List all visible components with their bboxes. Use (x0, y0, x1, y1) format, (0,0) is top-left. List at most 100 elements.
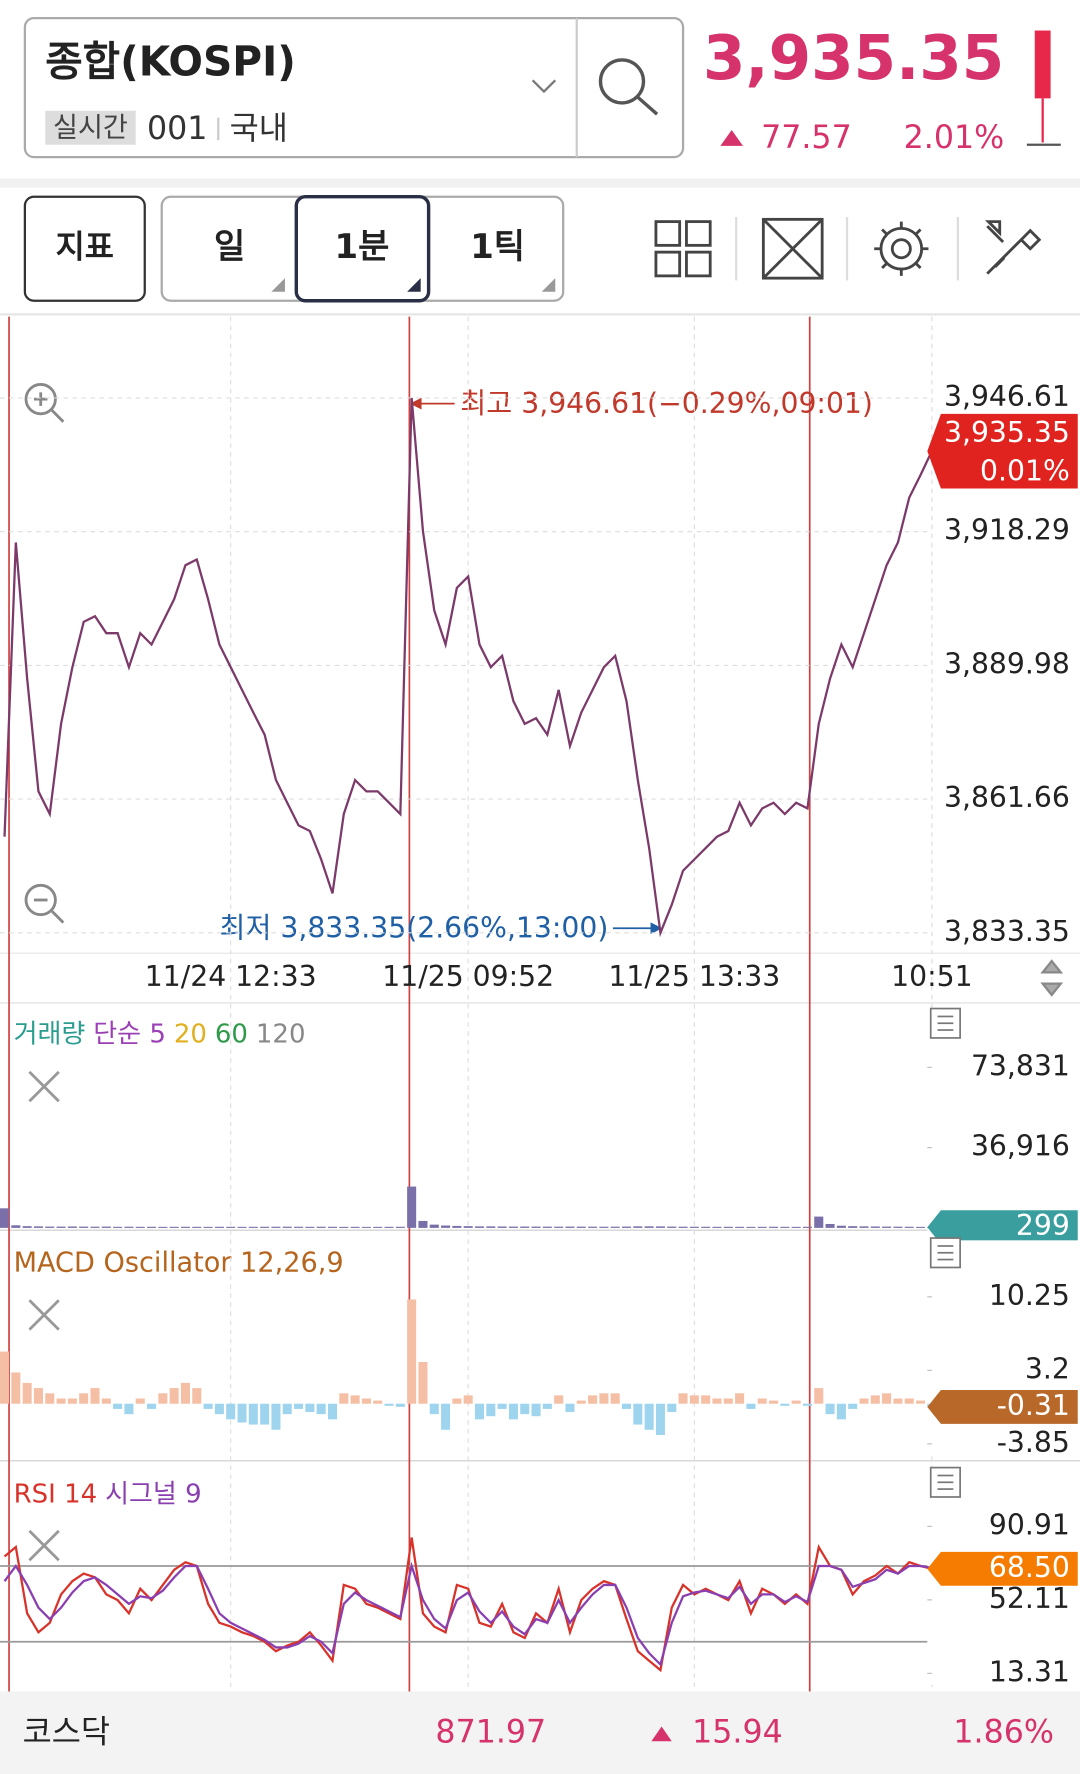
bar (113, 1403, 123, 1409)
bar (520, 1403, 530, 1415)
period-selected[interactable] (294, 195, 431, 303)
bar (11, 1372, 21, 1404)
bar (904, 1398, 914, 1404)
bar (192, 1388, 202, 1404)
macd-title: MACD Oscillator 12,26,9 (14, 1248, 344, 1279)
bar (373, 1400, 383, 1404)
x-tick-label: 10:51 (891, 960, 972, 993)
bar (260, 1403, 270, 1425)
bar (282, 1403, 292, 1415)
bar (192, 1226, 202, 1228)
zoom-in[interactable] (24, 383, 65, 423)
y-tick-label: 3,889.98 (944, 647, 1070, 680)
bar (79, 1393, 89, 1404)
price: 3,935.35 (703, 23, 1004, 94)
mini-candle (1026, 30, 1061, 146)
y-tick-label: 36,916 (971, 1130, 1070, 1163)
bar (848, 1403, 858, 1409)
bar (667, 1403, 677, 1413)
indicator-label[interactable]: 지표 (56, 230, 114, 266)
fullscreen-icon[interactable] (761, 217, 824, 280)
bar (780, 1403, 790, 1406)
up-arrow (720, 130, 743, 146)
dropdown-icon[interactable] (531, 79, 557, 94)
bar (327, 1403, 338, 1420)
footer-name: 코스닥 (23, 1714, 110, 1750)
zoom-out[interactable] (24, 883, 65, 924)
market: 국내 (230, 111, 288, 147)
search-icon[interactable] (598, 58, 659, 116)
bar (407, 1299, 417, 1404)
bar (316, 1403, 326, 1415)
bar (452, 1398, 462, 1404)
bar (441, 1403, 451, 1430)
menu-icon[interactable] (929, 1007, 961, 1039)
settings-icon[interactable] (874, 221, 929, 276)
bar (214, 1403, 224, 1415)
bar (305, 1403, 315, 1413)
bar (825, 1403, 835, 1415)
legend-entry: 60 (215, 1019, 248, 1049)
separator (0, 178, 1080, 188)
bar (565, 1403, 575, 1413)
bar (237, 1226, 247, 1228)
close-icon[interactable] (28, 1299, 60, 1331)
change-pct: 2.01% (904, 120, 1005, 156)
bar (395, 1403, 405, 1407)
bar (56, 1226, 66, 1228)
menu-icon[interactable] (929, 1466, 961, 1498)
bar (294, 1403, 304, 1409)
bar (633, 1226, 643, 1228)
layout-icon[interactable] (654, 220, 712, 278)
period-button[interactable]: 1틱 (470, 227, 525, 266)
bar (361, 1226, 371, 1228)
footer-bar[interactable] (0, 1691, 1080, 1774)
period-button[interactable]: 일 (214, 227, 245, 266)
bar (576, 1400, 586, 1404)
bar (169, 1388, 179, 1404)
bar (248, 1403, 258, 1425)
bar (621, 1403, 632, 1409)
value-tag (927, 413, 1078, 489)
bar (520, 1226, 530, 1228)
bar (916, 1400, 926, 1404)
search-box[interactable] (23, 16, 685, 159)
bar (90, 1388, 100, 1404)
bar (531, 1226, 541, 1228)
bar (735, 1226, 745, 1228)
value-tag-label: -0.31 (997, 1389, 1070, 1422)
bar (644, 1226, 654, 1228)
bar (350, 1226, 360, 1228)
bar (678, 1393, 688, 1404)
period-button[interactable]: 1분 (334, 227, 389, 266)
bar (384, 1403, 394, 1406)
bar (271, 1226, 281, 1228)
close-icon[interactable] (28, 1529, 60, 1562)
bar (621, 1226, 632, 1228)
scroll-icon[interactable] (1040, 959, 1064, 997)
bar (723, 1398, 733, 1404)
bar (101, 1398, 111, 1404)
bar (542, 1403, 552, 1409)
bar (497, 1226, 507, 1228)
bar (701, 1226, 711, 1228)
index-name[interactable]: 종합(KOSPI) (45, 37, 296, 85)
bar (474, 1403, 485, 1420)
y-tick-label: 90.91 (989, 1508, 1070, 1541)
bar (316, 1226, 326, 1228)
bar (158, 1226, 168, 1228)
value-tag-label: 68.50 (989, 1551, 1070, 1584)
bar (508, 1403, 518, 1420)
legend-entry: 단순 5 (93, 1019, 166, 1049)
bar (373, 1226, 383, 1228)
bar (113, 1226, 123, 1228)
tools-icon[interactable] (984, 220, 1042, 275)
bar (701, 1395, 711, 1404)
close-icon[interactable] (28, 1070, 60, 1103)
bar (226, 1226, 236, 1228)
menu-icon[interactable] (929, 1237, 961, 1269)
indicator-button[interactable] (23, 195, 146, 302)
bar (237, 1403, 247, 1423)
